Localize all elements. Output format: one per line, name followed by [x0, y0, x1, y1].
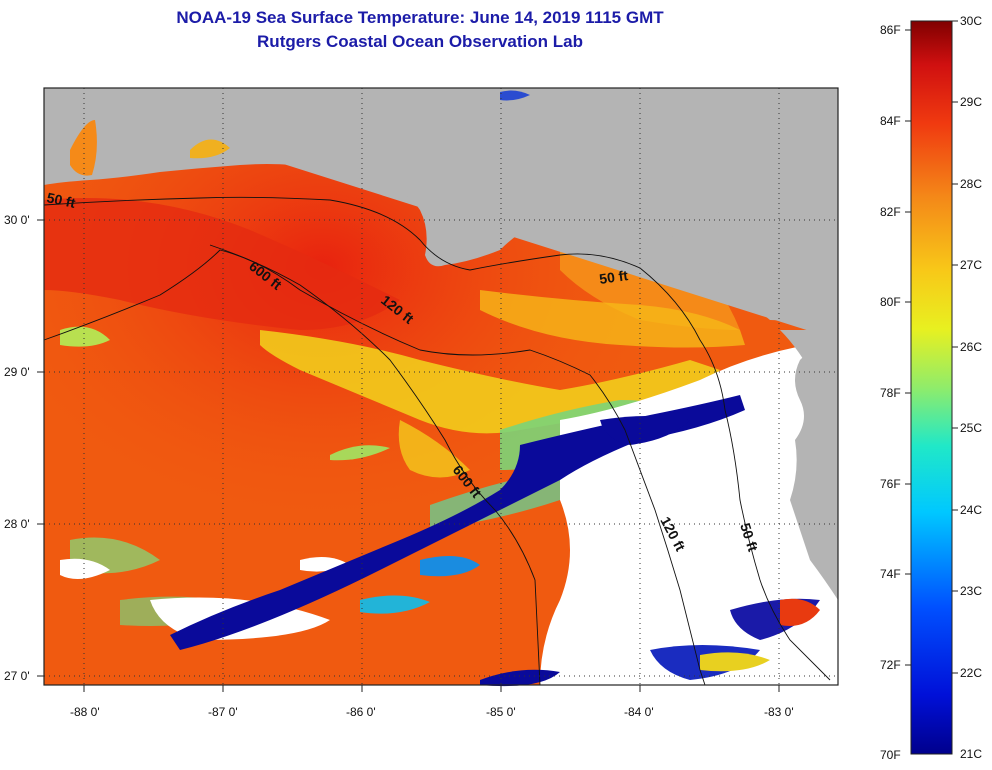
celsius-label: 25C — [960, 421, 982, 435]
fahrenheit-label: 74F — [880, 567, 901, 581]
contour-label: 50 ft — [45, 189, 77, 211]
fahrenheit-label: 82F — [880, 205, 901, 219]
celsius-label: 29C — [960, 95, 982, 109]
fahrenheit-label: 70F — [880, 748, 901, 762]
fahrenheit-label: 84F — [880, 114, 901, 128]
lon-label: -87 0' — [208, 705, 238, 719]
celsius-label: 23C — [960, 584, 982, 598]
celsius-label: 27C — [960, 258, 982, 272]
lat-label: 29 0' — [4, 365, 30, 379]
fahrenheit-label: 72F — [880, 658, 901, 672]
lon-label: -86 0' — [346, 705, 376, 719]
color-scale-bar — [910, 20, 953, 755]
bathymetry-contours — [43, 196, 831, 686]
fahrenheit-label: 76F — [880, 477, 901, 491]
celsius-label: 30C — [960, 14, 982, 28]
lat-label: 28 0' — [4, 517, 30, 531]
lat-label: 30 0' — [4, 213, 30, 227]
land-north — [44, 88, 838, 335]
lon-label: -84 0' — [624, 705, 654, 719]
map-subtitle: Rutgers Coastal Ocean Observation Lab — [257, 32, 583, 51]
celsius-label: 26C — [960, 340, 982, 354]
lon-label: -88 0' — [70, 705, 100, 719]
contour-label: 50 ft — [598, 267, 629, 287]
lat-label: 27 0' — [4, 669, 30, 683]
fahrenheit-label: 86F — [880, 23, 901, 37]
map-title: NOAA-19 Sea Surface Temperature: June 14… — [176, 8, 664, 27]
celsius-label: 21C — [960, 747, 982, 761]
celsius-label: 22C — [960, 666, 982, 680]
celsius-label: 28C — [960, 177, 982, 191]
fahrenheit-label: 80F — [880, 295, 901, 309]
lon-label: -85 0' — [486, 705, 516, 719]
cold-band — [170, 395, 745, 650]
fahrenheit-label: 78F — [880, 386, 901, 400]
celsius-label: 24C — [960, 503, 982, 517]
lon-label: -83 0' — [764, 705, 794, 719]
map-frame — [43, 87, 839, 686]
